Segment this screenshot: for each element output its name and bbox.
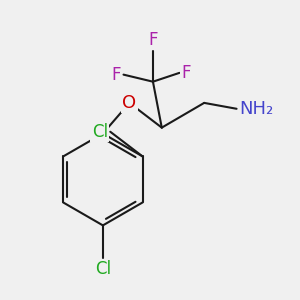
Text: F: F xyxy=(182,64,191,82)
Text: O: O xyxy=(122,94,136,112)
Text: Cl: Cl xyxy=(92,123,108,141)
Text: Cl: Cl xyxy=(95,260,111,278)
Text: F: F xyxy=(148,31,158,49)
Text: F: F xyxy=(112,66,121,84)
Text: NH₂: NH₂ xyxy=(239,100,274,118)
